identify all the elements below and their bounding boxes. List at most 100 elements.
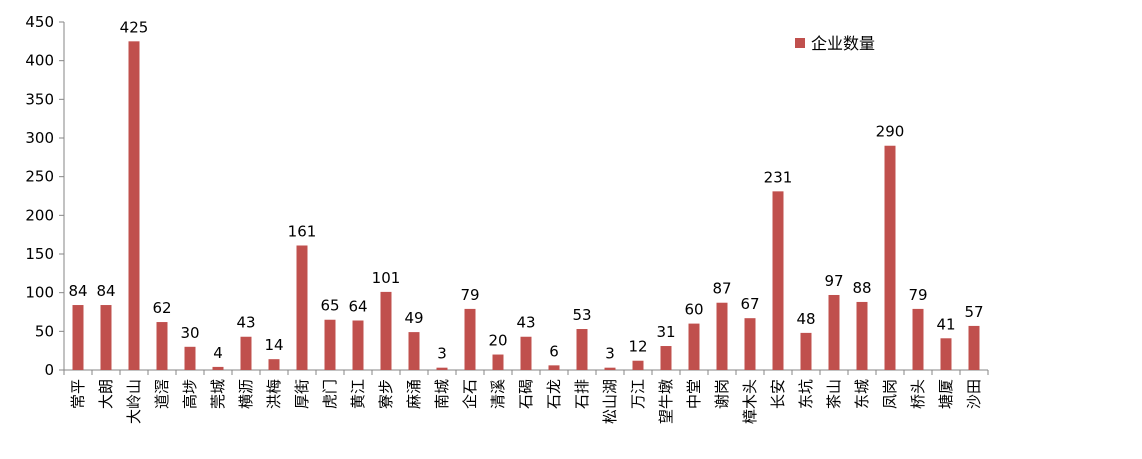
data-label: 161 (288, 222, 317, 240)
bar (520, 336, 532, 370)
data-label: 31 (656, 323, 675, 341)
x-category-label: 松山湖 (601, 379, 619, 424)
bar (632, 360, 644, 370)
data-label: 84 (96, 282, 115, 300)
x-category-label: 东城 (853, 379, 871, 409)
data-label: 3 (605, 345, 615, 363)
data-label: 97 (824, 272, 843, 290)
x-category-label: 南城 (433, 379, 451, 409)
x-category-label: 茶山 (825, 379, 843, 409)
x-category-label: 樟木头 (741, 379, 759, 424)
data-label: 43 (516, 314, 535, 332)
bar (464, 308, 476, 370)
x-category-label: 中堂 (685, 379, 703, 409)
bar (128, 41, 140, 370)
y-tick-label: 150 (25, 245, 54, 263)
data-label: 57 (964, 303, 983, 321)
legend-label: 企业数量 (811, 34, 875, 53)
x-category-label: 望牛墩 (657, 379, 675, 424)
bar (352, 320, 364, 370)
x-category-label: 石龙 (545, 379, 563, 409)
data-label: 3 (437, 345, 447, 363)
y-tick-label: 400 (25, 52, 54, 70)
data-label: 43 (236, 314, 255, 332)
bar (492, 354, 504, 370)
data-label: 53 (572, 306, 591, 324)
x-category-label: 石排 (573, 379, 591, 409)
y-tick-label: 0 (44, 361, 54, 379)
bar (744, 318, 756, 370)
x-category-label: 横沥 (237, 379, 255, 409)
bar (772, 191, 784, 370)
bar (688, 323, 700, 370)
bar (268, 359, 280, 370)
x-category-label: 凤岗 (881, 379, 899, 409)
bar (380, 291, 392, 370)
bars (72, 41, 980, 370)
x-category-label: 石碣 (517, 379, 535, 409)
legend: 企业数量 (795, 34, 875, 53)
bar (436, 367, 448, 370)
bar (604, 367, 616, 370)
data-label: 425 (120, 18, 149, 36)
data-label: 79 (460, 286, 479, 304)
bar (100, 305, 112, 370)
data-label: 88 (852, 279, 871, 297)
bar (884, 145, 896, 370)
x-category-label: 麻涌 (405, 379, 423, 409)
bar (548, 365, 560, 370)
data-label: 41 (936, 315, 955, 333)
bar (184, 346, 196, 370)
bar (912, 308, 924, 370)
data-label: 231 (764, 168, 793, 186)
data-label: 30 (180, 324, 199, 342)
x-category-label: 莞城 (209, 379, 227, 409)
x-category-label: 虎门 (321, 379, 339, 409)
x-category-label: 塘厦 (937, 379, 955, 409)
data-label: 60 (684, 301, 703, 319)
axes: 0 50 100 150 200 250 300 350 400 450 常平 大朗 大岭山 道滘 高埗 莞城… (25, 13, 989, 424)
x-category-label: 高埗 (181, 379, 199, 409)
bar (296, 245, 308, 370)
bar (828, 294, 840, 370)
bar (940, 338, 952, 370)
x-category-label: 大岭山 (125, 379, 143, 424)
data-label: 49 (404, 309, 423, 327)
x-category-label: 万江 (629, 379, 647, 409)
data-label: 62 (152, 299, 171, 317)
bar (72, 305, 84, 370)
bar (660, 346, 672, 370)
y-tick-label: 50 (35, 322, 54, 340)
x-category-label: 常平 (69, 379, 87, 409)
bar (156, 322, 168, 370)
x-category-label: 寮步 (377, 379, 395, 409)
data-label: 20 (488, 332, 507, 350)
x-category-label: 大朗 (97, 379, 115, 409)
bar (800, 332, 812, 370)
y-tick-label: 300 (25, 129, 54, 147)
bar (240, 336, 252, 370)
y-tick-label: 250 (25, 168, 54, 186)
data-label: 84 (68, 282, 87, 300)
bar (408, 332, 420, 370)
bar (212, 366, 224, 370)
x-category-label: 厚街 (293, 379, 311, 409)
data-label: 101 (372, 269, 401, 287)
x-category-label: 洪梅 (265, 379, 283, 409)
x-category-label: 谢岗 (713, 379, 731, 409)
bar (576, 329, 588, 370)
bar (856, 301, 868, 370)
y-tick-label: 450 (25, 13, 54, 31)
data-label: 4 (213, 344, 223, 362)
bar (716, 302, 728, 370)
data-label: 64 (348, 298, 367, 316)
data-label: 6 (549, 342, 559, 360)
x-category-label: 长安 (769, 379, 787, 409)
y-tick-label: 350 (25, 90, 54, 108)
data-label: 87 (712, 280, 731, 298)
x-category-label: 沙田 (965, 379, 983, 409)
data-label: 290 (876, 123, 905, 141)
x-category-label: 黄江 (349, 379, 367, 409)
